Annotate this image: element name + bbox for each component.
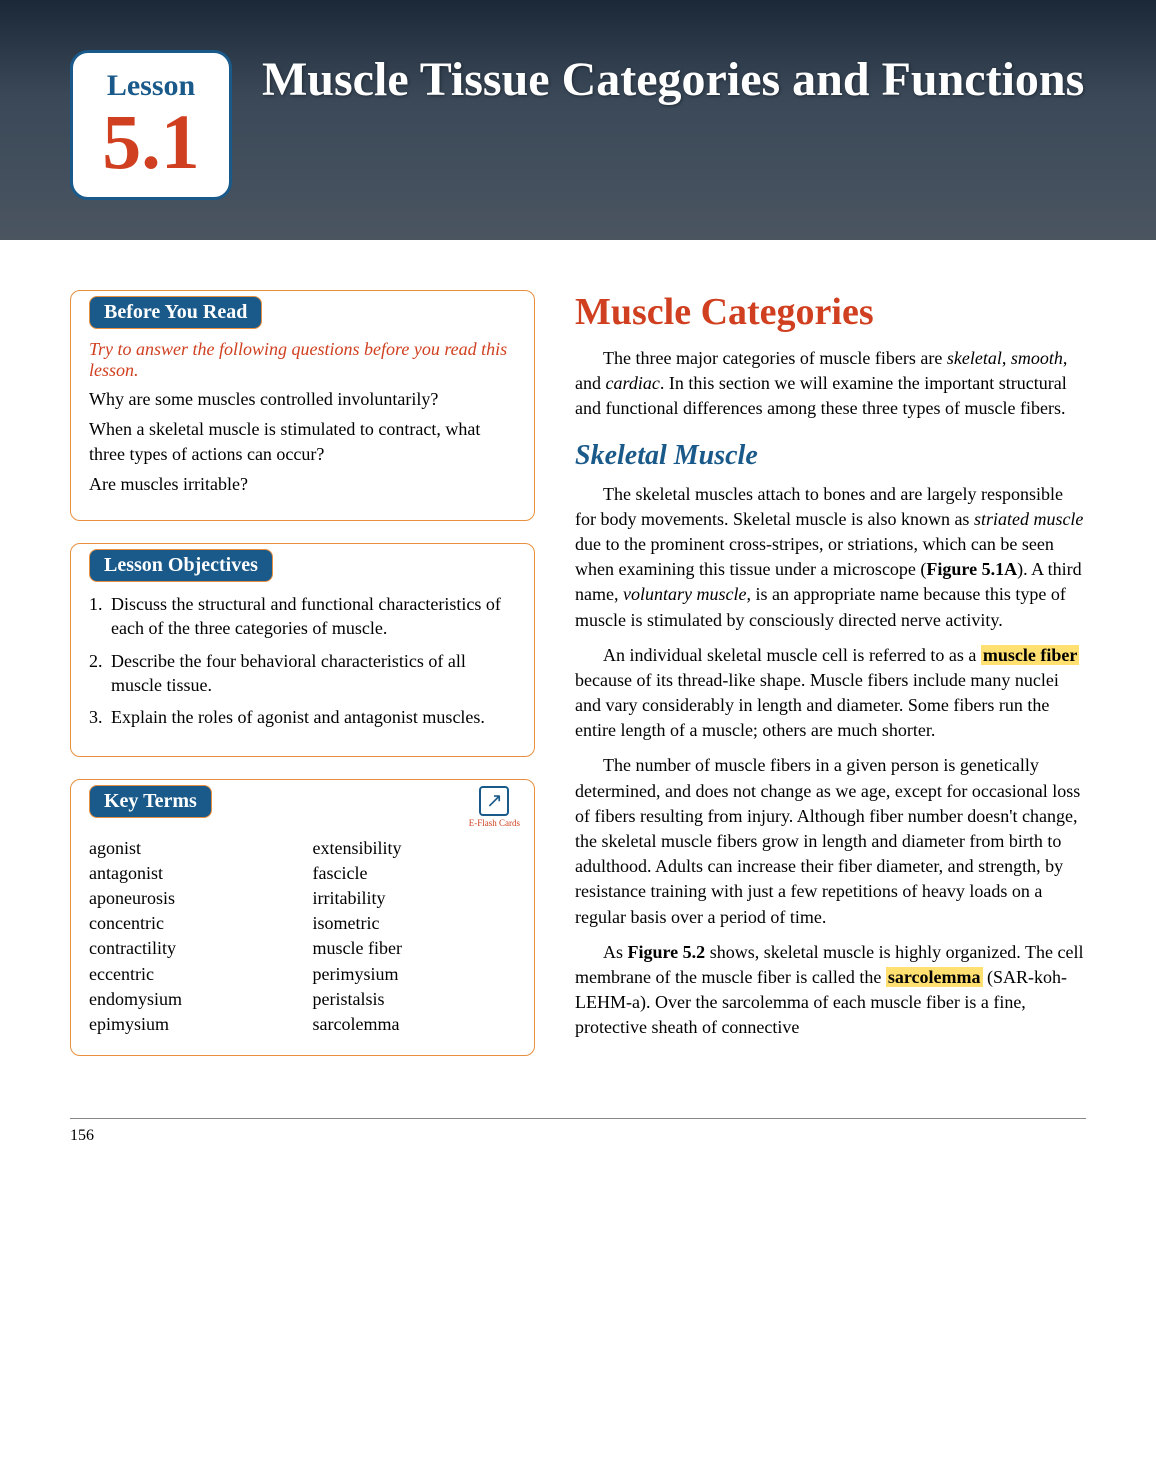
before-you-read-intro: Try to answer the following questions be… bbox=[89, 339, 516, 381]
key-terms-header: Key Terms bbox=[89, 785, 212, 818]
term: contractility bbox=[89, 938, 176, 958]
right-column: Muscle Categories The three major catego… bbox=[575, 290, 1086, 1078]
page-number: 156 bbox=[70, 1127, 94, 1144]
section-title: Muscle Categories bbox=[575, 290, 1086, 334]
hero-title: Muscle Tissue Categories and Functions bbox=[262, 50, 1084, 110]
term: aponeurosis bbox=[89, 888, 175, 908]
term: sarcolemma bbox=[313, 1014, 400, 1034]
hero-banner: Lesson 5.1 Muscle Tissue Categories and … bbox=[0, 0, 1156, 240]
lesson-objectives-header: Lesson Objectives bbox=[89, 549, 273, 582]
before-you-read-header: Before You Read bbox=[89, 296, 262, 329]
objective-1: Discuss the structural and functional ch… bbox=[111, 592, 516, 641]
term: perimysium bbox=[313, 964, 399, 984]
term: epimysium bbox=[89, 1014, 169, 1034]
left-column: Before You Read Try to answer the follow… bbox=[70, 290, 535, 1078]
lesson-objectives-box: Lesson Objectives Discuss the structural… bbox=[70, 543, 535, 756]
highlight-term: sarcolemma bbox=[886, 967, 983, 987]
eflash-label: E-Flash Cards bbox=[469, 818, 520, 828]
subsection-title: Skeletal Muscle bbox=[575, 440, 1086, 472]
paragraph: An individual skeletal muscle cell is re… bbox=[575, 643, 1086, 744]
key-terms-grid: agonist antagonist aponeurosis concentri… bbox=[89, 836, 516, 1038]
term: extensibility bbox=[313, 838, 402, 858]
objectives-list: Discuss the structural and functional ch… bbox=[89, 592, 516, 729]
lesson-number: 5.1 bbox=[102, 103, 200, 181]
highlight-term: muscle fiber bbox=[981, 645, 1079, 665]
term: endomysium bbox=[89, 989, 182, 1009]
term: fascicle bbox=[313, 863, 368, 883]
term: concentric bbox=[89, 913, 164, 933]
term: isometric bbox=[313, 913, 380, 933]
objective-2: Describe the four behavioral characteris… bbox=[111, 649, 516, 698]
paragraph: The number of muscle fibers in a given p… bbox=[575, 753, 1086, 929]
question-2: When a skeletal muscle is stimulated to … bbox=[89, 417, 516, 466]
term: irritability bbox=[313, 888, 386, 908]
question-1: Why are some muscles controlled involunt… bbox=[89, 387, 516, 411]
paragraph: The skeletal muscles attach to bones and… bbox=[575, 482, 1086, 633]
page-footer: 156 bbox=[70, 1118, 1086, 1165]
question-3: Are muscles irritable? bbox=[89, 472, 516, 496]
term: antagonist bbox=[89, 863, 163, 883]
page-content: Before You Read Try to answer the follow… bbox=[0, 240, 1156, 1108]
term: agonist bbox=[89, 838, 141, 858]
term: eccentric bbox=[89, 964, 154, 984]
eflash-cards-link[interactable]: ↗ E-Flash Cards bbox=[469, 786, 520, 828]
term: muscle fiber bbox=[313, 938, 402, 958]
lesson-badge: Lesson 5.1 bbox=[70, 50, 232, 200]
arrow-icon: ↗ bbox=[479, 786, 509, 816]
before-you-read-box: Before You Read Try to answer the follow… bbox=[70, 290, 535, 521]
paragraph: As Figure 5.2 shows, skeletal muscle is … bbox=[575, 940, 1086, 1041]
key-terms-box: Key Terms ↗ E-Flash Cards agonist antago… bbox=[70, 779, 535, 1057]
paragraph: The three major categories of muscle fib… bbox=[575, 346, 1086, 422]
term: peristalsis bbox=[313, 989, 385, 1009]
objective-3: Explain the roles of agonist and antagon… bbox=[111, 705, 516, 729]
